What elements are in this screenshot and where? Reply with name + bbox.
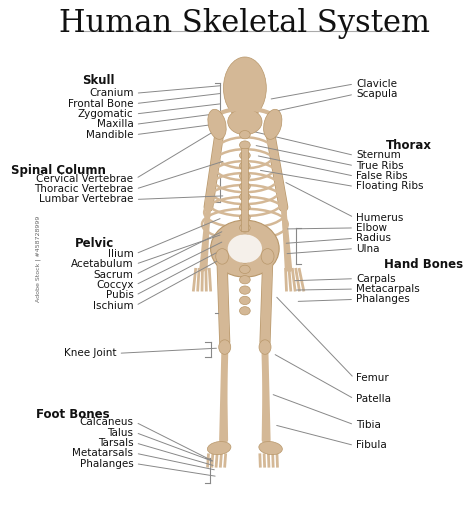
Text: Talus: Talus — [108, 427, 134, 438]
Ellipse shape — [223, 57, 266, 119]
Text: Knee Joint: Knee Joint — [64, 348, 116, 358]
Text: Carpals: Carpals — [356, 274, 396, 284]
Ellipse shape — [216, 249, 228, 264]
Ellipse shape — [239, 296, 250, 305]
Ellipse shape — [208, 441, 231, 455]
Ellipse shape — [219, 340, 231, 354]
Ellipse shape — [239, 265, 250, 274]
Ellipse shape — [239, 234, 250, 242]
Ellipse shape — [228, 234, 262, 263]
Text: Metacarpals: Metacarpals — [356, 284, 420, 294]
Ellipse shape — [239, 255, 250, 263]
Text: Sacrum: Sacrum — [93, 269, 134, 280]
Text: Floating Ribs: Floating Ribs — [356, 181, 424, 192]
Ellipse shape — [239, 162, 250, 170]
Ellipse shape — [239, 286, 250, 294]
Ellipse shape — [239, 131, 250, 139]
Text: Sternum: Sternum — [356, 150, 401, 161]
Ellipse shape — [259, 441, 283, 455]
Ellipse shape — [239, 172, 250, 180]
Text: Cervical Vertebrae: Cervical Vertebrae — [36, 174, 134, 184]
Text: Phalanges: Phalanges — [80, 458, 134, 469]
Text: Human Skeletal System: Human Skeletal System — [59, 8, 430, 39]
Ellipse shape — [239, 213, 250, 222]
Text: Mandible: Mandible — [86, 130, 134, 140]
Ellipse shape — [239, 193, 250, 201]
Text: Cranium: Cranium — [89, 88, 134, 98]
Ellipse shape — [239, 151, 250, 160]
Text: Ischium: Ischium — [93, 300, 134, 311]
Text: Foot Bones: Foot Bones — [36, 408, 110, 421]
Text: Ilium: Ilium — [108, 249, 134, 259]
Ellipse shape — [239, 224, 250, 232]
Text: Pubis: Pubis — [106, 290, 134, 300]
Text: False Ribs: False Ribs — [356, 171, 408, 181]
Text: Fibula: Fibula — [356, 440, 387, 451]
Text: Hand Bones: Hand Bones — [384, 257, 463, 271]
Text: Coccyx: Coccyx — [96, 280, 134, 290]
Ellipse shape — [239, 203, 250, 211]
Text: Tarsals: Tarsals — [98, 438, 134, 448]
Ellipse shape — [239, 307, 250, 315]
Text: Zygomatic: Zygomatic — [78, 109, 134, 119]
Text: Radius: Radius — [356, 233, 392, 243]
Text: Acetabulum: Acetabulum — [71, 259, 134, 269]
Ellipse shape — [261, 249, 274, 264]
Text: Elbow: Elbow — [356, 223, 387, 233]
Text: Spinal Column: Spinal Column — [11, 164, 106, 178]
Ellipse shape — [239, 141, 250, 149]
Text: Adobe Stock | #458728999: Adobe Stock | #458728999 — [36, 216, 41, 302]
Ellipse shape — [239, 276, 250, 284]
Ellipse shape — [208, 109, 226, 139]
Text: Ulna: Ulna — [356, 243, 380, 254]
Ellipse shape — [228, 109, 262, 135]
Text: Phalanges: Phalanges — [356, 294, 410, 305]
Text: Thoracic Vertebrae: Thoracic Vertebrae — [34, 184, 134, 194]
Ellipse shape — [210, 220, 279, 277]
Text: Femur: Femur — [356, 373, 389, 383]
Text: Metatarsals: Metatarsals — [73, 448, 134, 458]
Text: Scapula: Scapula — [356, 89, 398, 99]
Text: Maxilla: Maxilla — [97, 119, 134, 130]
Text: True Ribs: True Ribs — [356, 161, 404, 171]
Bar — [241, 148, 248, 231]
Text: Tibia: Tibia — [356, 420, 381, 430]
Text: Humerus: Humerus — [356, 212, 404, 223]
Ellipse shape — [264, 109, 282, 139]
Text: Patella: Patella — [356, 394, 392, 404]
Ellipse shape — [239, 244, 250, 253]
Text: Frontal Bone: Frontal Bone — [68, 98, 134, 109]
Text: Pelvic: Pelvic — [75, 237, 114, 250]
Text: Skull: Skull — [82, 74, 114, 87]
Text: Calcaneus: Calcaneus — [80, 417, 134, 427]
Text: Thorax: Thorax — [386, 138, 432, 152]
Ellipse shape — [259, 340, 271, 354]
Ellipse shape — [239, 182, 250, 191]
Text: Lumbar Vertebrae: Lumbar Vertebrae — [39, 194, 134, 205]
Text: Clavicle: Clavicle — [356, 79, 397, 89]
